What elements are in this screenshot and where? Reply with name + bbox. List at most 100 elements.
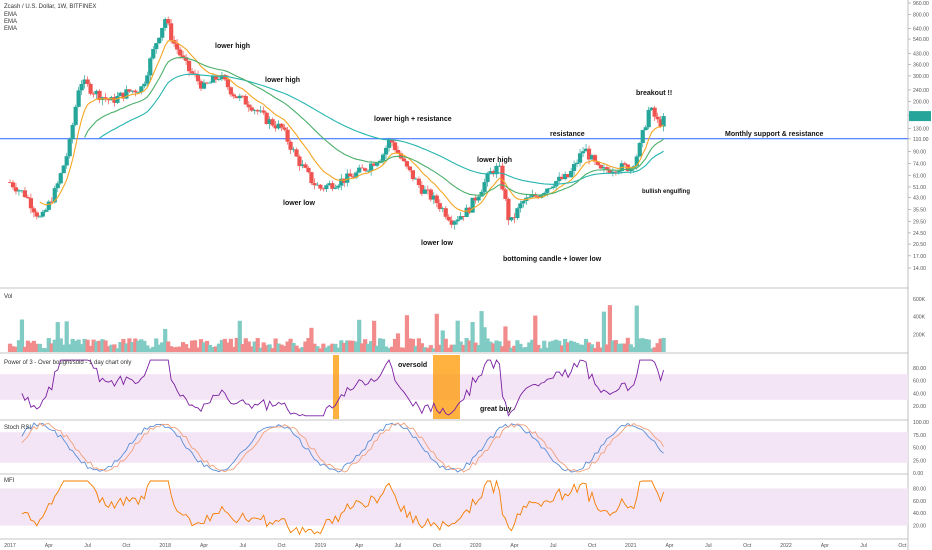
time-tick-label: 2022: [780, 543, 792, 549]
candle-body: [13, 187, 19, 192]
candle-body: [580, 151, 586, 154]
time-tick-label: 2021: [625, 543, 637, 549]
time-tick-label: Apr: [45, 543, 53, 549]
volume-bar: [515, 340, 520, 352]
indicator-axes: 600K 400K 200K 80.00 60.00 40.00 20.00 100.00 75…: [913, 297, 929, 530]
annotation-breakout: breakout !!: [636, 90, 672, 97]
price-tick-label: 51.00: [913, 185, 926, 191]
ema-lines[interactable]: [39, 40, 931, 212]
candle-body: [545, 188, 550, 193]
volume-bar: [416, 338, 421, 352]
volume-bar: [398, 347, 404, 352]
volume-bar: [574, 342, 580, 352]
volume-bar: [49, 343, 54, 352]
candle-body: [175, 43, 180, 50]
volume-bar: [315, 346, 320, 352]
candle-body: [560, 176, 565, 180]
candle-body: [76, 90, 81, 107]
candle-body: [515, 208, 520, 219]
candle-body: [19, 190, 25, 192]
candle-body: [249, 107, 254, 111]
price-tick-label: 14.00: [913, 266, 926, 272]
time-tick-label: Jul: [550, 543, 557, 549]
annotation-great-buy: great buy: [480, 406, 512, 413]
volume-bar: [169, 346, 174, 352]
volume-bar: [383, 346, 389, 352]
volume-bar: [10, 346, 16, 352]
candle-body: [506, 198, 511, 221]
candle-body: [601, 167, 607, 169]
time-axis: 2017 Apr Jul Oct 2018 Apr Jul Oct 2019 Apr Jul Oct 2…: [4, 543, 907, 549]
volume-bar: [467, 340, 472, 352]
candle-body: [533, 194, 538, 197]
candle-body: [557, 176, 562, 182]
volume-bar: [252, 341, 257, 352]
candle-body: [10, 182, 16, 188]
power3-tick-label: 60.00: [913, 379, 926, 385]
candle-body: [315, 184, 320, 186]
candle-body: [61, 165, 66, 174]
time-tick-label: Oct: [588, 543, 597, 549]
volume-bar: [342, 342, 347, 352]
candle-body: [512, 217, 517, 219]
candle-body: [82, 79, 87, 84]
volume-bars[interactable]: [7, 305, 666, 352]
candle-body: [592, 155, 598, 162]
candle-body: [297, 156, 302, 167]
candle-body: [640, 130, 645, 143]
volume-bar: [28, 342, 33, 352]
volume-bar: [130, 342, 135, 352]
volume-bar: [360, 343, 365, 352]
volume-bar: [249, 346, 254, 352]
candle-body: [375, 162, 380, 166]
volume-bar: [512, 345, 517, 352]
candle-body: [172, 40, 177, 44]
candle-body: [85, 79, 90, 84]
volume-bar: [595, 341, 601, 352]
candlesticks[interactable]: [7, 16, 666, 230]
candle-body: [276, 123, 281, 129]
indicator-lines[interactable]: [21, 359, 665, 536]
price-tick-label: 110.00: [913, 137, 929, 143]
candle-body: [569, 170, 574, 178]
price-tick-label: 240.00: [913, 88, 929, 94]
time-tick-label: 2018: [159, 543, 171, 549]
candle-body: [181, 55, 186, 58]
candle-body: [309, 172, 314, 184]
candle-body: [380, 154, 386, 161]
volume-bar: [571, 341, 577, 352]
volume-bar: [157, 344, 162, 352]
volume-bar: [506, 340, 511, 352]
mfi-tick-label: 40.00: [913, 511, 926, 517]
candle-body: [458, 216, 463, 220]
time-tick-label: Oct: [433, 543, 442, 549]
candle-body: [291, 149, 296, 151]
time-tick-label: Jul: [705, 543, 712, 549]
candle-body: [225, 79, 230, 88]
volume-bar: [19, 319, 25, 352]
volume-bar: [181, 342, 186, 352]
volume-bar: [267, 344, 272, 352]
volume-bar: [291, 342, 296, 352]
volume-bar: [186, 348, 192, 352]
ema-line-3: [84, 57, 664, 196]
volume-bar: [279, 344, 284, 352]
candle-body: [464, 207, 469, 217]
volume-bar: [616, 343, 621, 352]
candle-body: [240, 95, 245, 97]
candle-body: [351, 176, 356, 178]
candle-body: [398, 153, 404, 159]
volume-bar: [386, 348, 392, 352]
volume-bar: [204, 340, 210, 352]
price-tick-label: 35.50: [913, 208, 926, 214]
volume-bar: [246, 341, 251, 352]
candle-body: [186, 60, 192, 72]
volume-bar: [580, 344, 586, 352]
candle-body: [509, 217, 514, 221]
volume-bar: [201, 342, 207, 352]
candle-body: [303, 164, 308, 168]
volume-bar: [646, 339, 651, 352]
candle-body: [583, 148, 589, 152]
candle-body: [201, 82, 207, 89]
